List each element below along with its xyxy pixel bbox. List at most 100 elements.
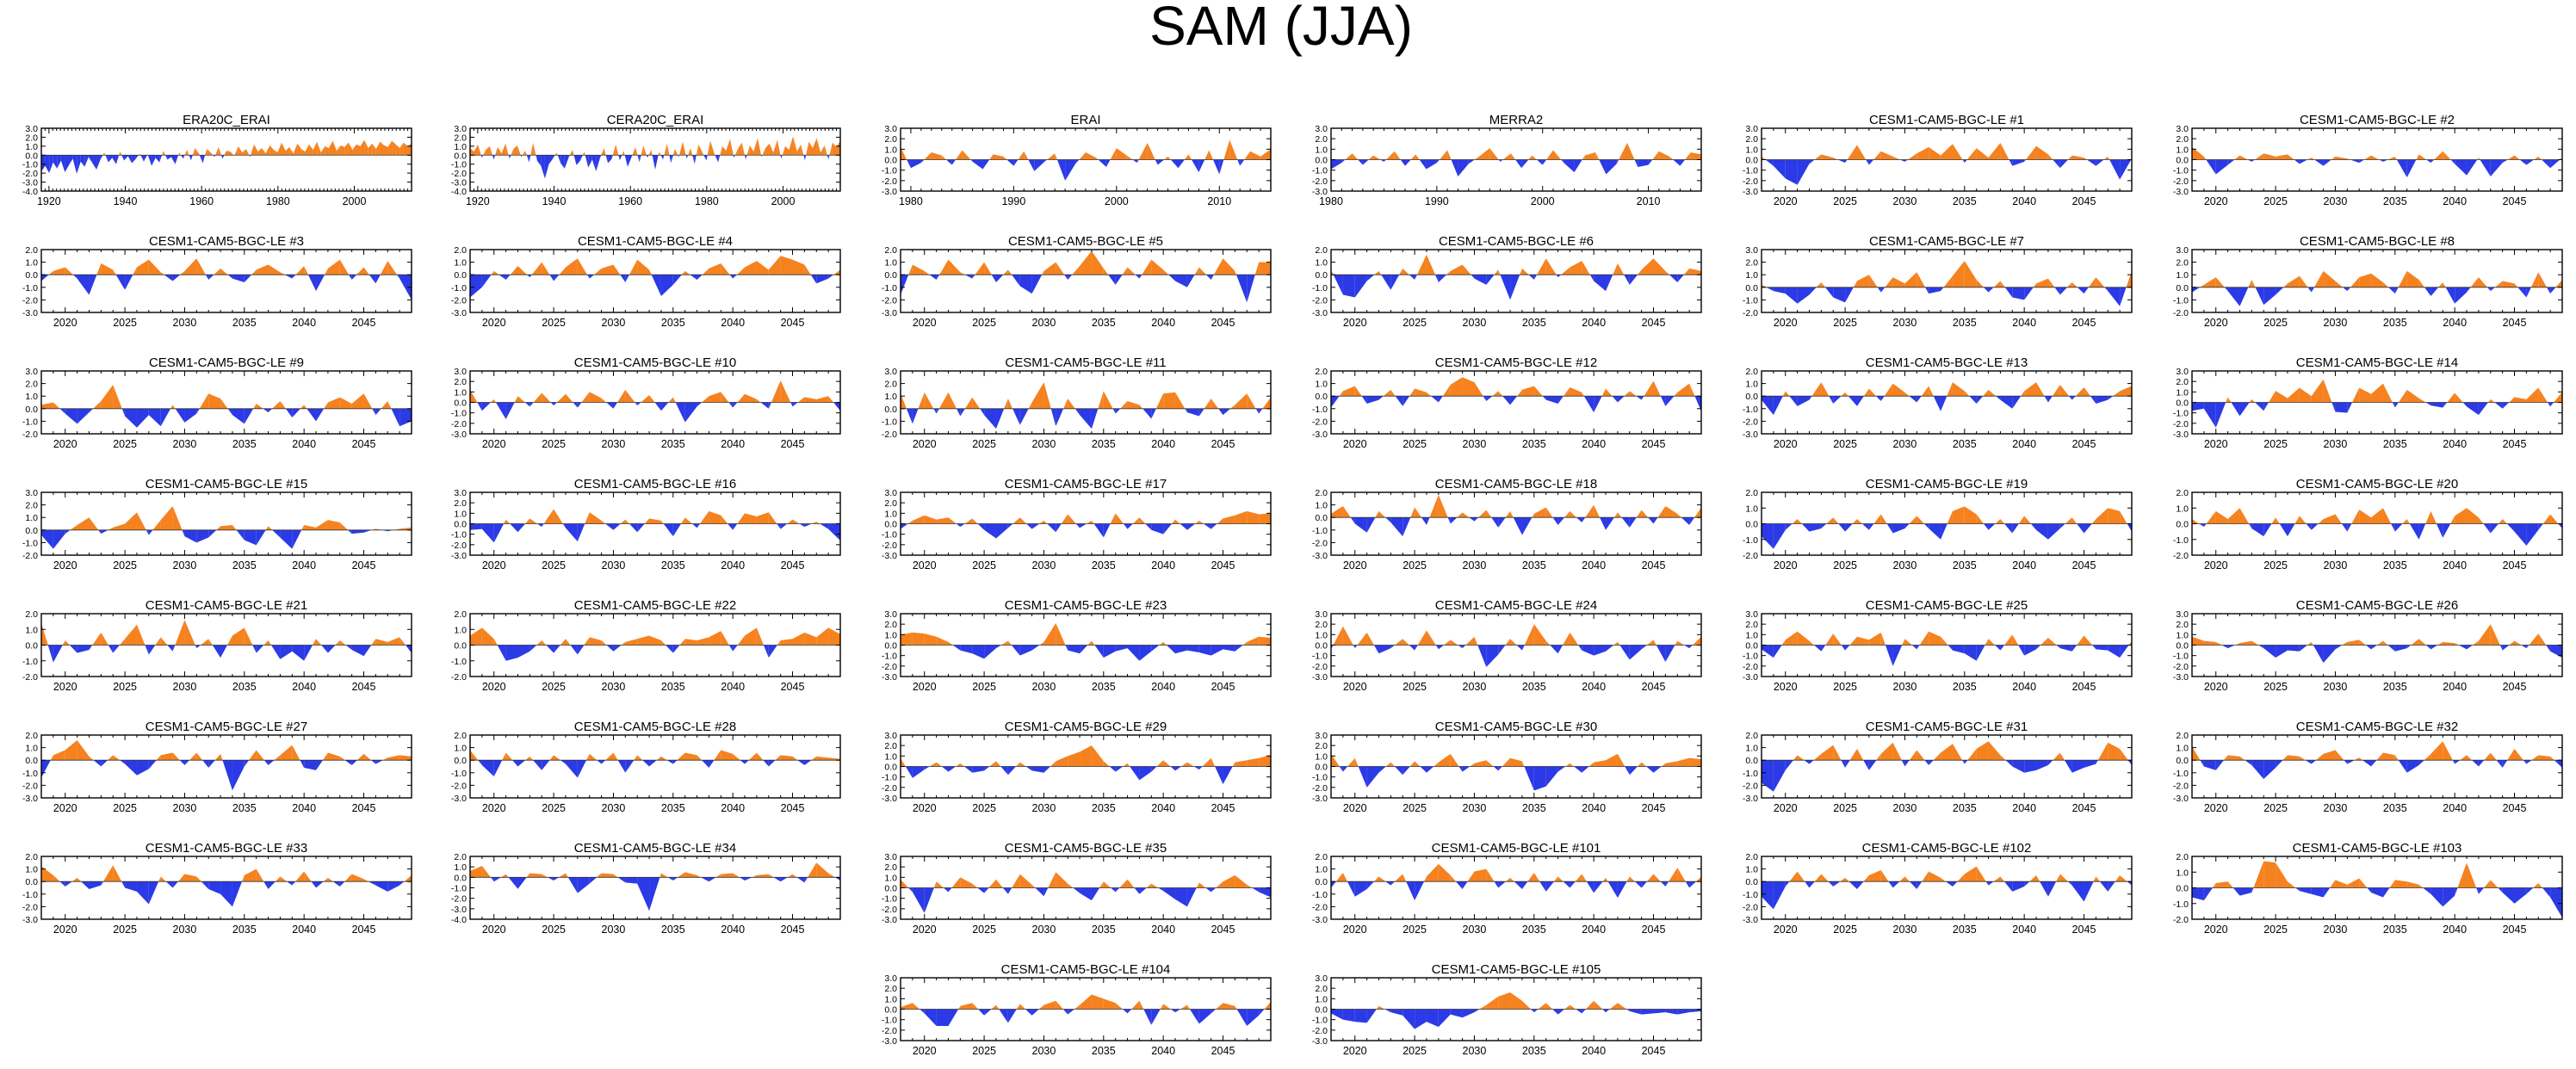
positive-area	[745, 513, 757, 524]
y-tick-label: -3.0	[451, 551, 467, 561]
negative-area	[901, 275, 909, 295]
negative-area	[65, 529, 71, 534]
negative-area	[222, 760, 232, 791]
positive-area	[901, 632, 913, 646]
negative-area	[2258, 645, 2264, 649]
negative-area	[1166, 645, 1176, 654]
y-tick-label: -1.0	[882, 530, 897, 541]
negative-area	[728, 645, 734, 652]
x-tick-label: 2000	[1531, 195, 1555, 207]
positive-area	[617, 389, 626, 403]
x-tick-label: 1940	[114, 195, 138, 207]
negative-area	[497, 645, 506, 661]
negative-area	[1019, 408, 1029, 425]
negative-area	[2323, 645, 2336, 664]
positive-area	[1785, 391, 1790, 397]
negative-area	[1447, 517, 1451, 524]
negative-area	[2120, 645, 2129, 658]
negative-area	[1641, 396, 1644, 400]
y-tick-label: 1.0	[25, 744, 38, 754]
negative-area	[768, 760, 776, 767]
x-tick-label: 2030	[173, 559, 197, 572]
negative-area	[585, 155, 589, 168]
positive-area	[2311, 158, 2315, 160]
negative-area	[2519, 159, 2527, 165]
positive-area	[514, 396, 518, 403]
positive-area	[2467, 508, 2479, 524]
negative-area	[167, 645, 173, 652]
positive-area	[702, 396, 709, 403]
negative-area	[250, 155, 251, 158]
positive-area	[1821, 154, 1834, 160]
plot-frame	[40, 370, 412, 435]
positive-area	[160, 272, 164, 275]
positive-area	[1042, 270, 1044, 275]
positive-area	[2103, 156, 2108, 160]
negative-area	[175, 408, 185, 423]
positive-area	[908, 264, 913, 275]
y-tick-label: -2.0	[1312, 295, 1328, 306]
positive-area	[1120, 401, 1128, 409]
positive-area	[293, 143, 298, 156]
positive-area	[792, 519, 800, 524]
positive-area	[924, 151, 932, 160]
negative-area	[125, 408, 137, 428]
negative-area	[1237, 159, 1241, 166]
positive-area	[1853, 281, 1857, 287]
positive-area	[582, 151, 585, 156]
negative-area	[790, 402, 793, 407]
negative-area	[580, 155, 583, 161]
negative-area	[2009, 159, 2013, 166]
positive-area	[525, 518, 530, 524]
negative-area	[351, 645, 364, 657]
negative-area	[2502, 159, 2508, 164]
negative-area	[995, 408, 1005, 429]
positive-area	[721, 750, 734, 761]
panel-title: CESM1-CAM5-BGC-LE #24	[1435, 598, 1597, 613]
positive-area	[536, 640, 542, 646]
negative-area	[1384, 159, 1386, 162]
positive-area	[1373, 155, 1381, 160]
y-tick-label: 2.0	[25, 133, 38, 143]
positive-area	[1892, 383, 1905, 397]
x-tick-label: 2045	[1642, 438, 1666, 450]
positive-area	[220, 753, 223, 761]
negative-area	[321, 645, 328, 653]
negative-area	[1185, 408, 1187, 413]
positive-area	[1230, 405, 1235, 409]
negative-area	[1976, 396, 1984, 404]
negative-area	[1385, 517, 1391, 523]
x-tick-label: 2045	[1211, 559, 1235, 572]
negative-area	[1636, 396, 1642, 400]
y-tick-label: -1.0	[882, 283, 897, 294]
panel-title: CESM1-CAM5-BGC-LE #15	[146, 477, 307, 491]
negative-area	[214, 155, 216, 158]
negative-area	[1911, 645, 1917, 650]
positive-area	[989, 154, 994, 160]
y-tick-label: 2.0	[25, 245, 38, 256]
negative-area	[1762, 645, 1774, 658]
positive-area	[2077, 635, 2084, 646]
negative-area	[635, 402, 638, 406]
positive-area	[1675, 640, 1678, 646]
negative-area	[1435, 275, 1439, 282]
positive-area	[220, 399, 228, 409]
negative-area	[675, 402, 685, 423]
y-tick-label: 3.0	[25, 488, 38, 498]
positive-area	[2382, 508, 2392, 524]
positive-area	[320, 145, 325, 156]
negative-area	[2047, 396, 2053, 403]
negative-area	[1680, 159, 1686, 166]
panel-title: CESM1-CAM5-BGC-LE #11	[1005, 355, 1166, 370]
positive-area	[77, 739, 90, 761]
y-tick-label: 2.0	[1745, 258, 1758, 269]
positive-area	[339, 397, 352, 409]
positive-area	[792, 756, 798, 761]
negative-area	[1617, 396, 1625, 403]
positive-area	[688, 147, 691, 156]
negative-area	[1186, 523, 1196, 530]
negative-area	[100, 155, 103, 160]
negative-area	[745, 155, 746, 160]
positive-area	[1204, 399, 1211, 409]
negative-area	[589, 275, 594, 279]
